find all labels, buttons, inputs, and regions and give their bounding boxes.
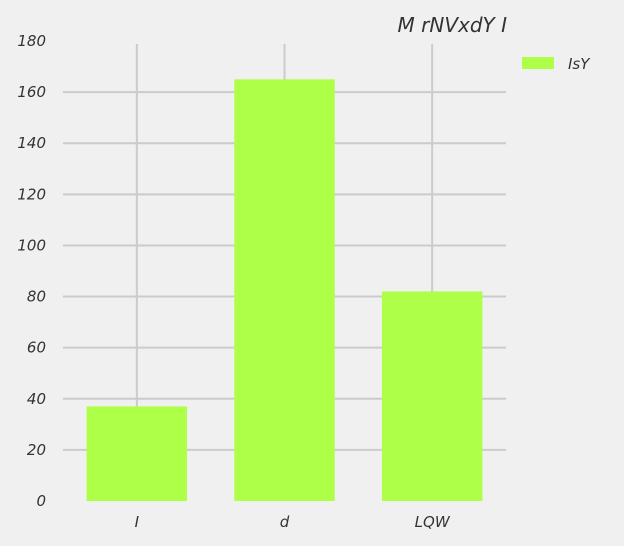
x-tick-label: LQW (415, 513, 451, 531)
y-tick-label: 20 (27, 441, 46, 459)
y-axis-ticks: 0 20 40 60 80 100 120 140 160 180 (17, 32, 46, 510)
y-tick-label: 120 (17, 185, 46, 203)
x-tick-label: d (280, 513, 290, 531)
y-tick-label: 160 (17, 83, 46, 101)
bar (381, 291, 483, 501)
legend-swatch (522, 57, 554, 69)
y-tick-label: 40 (27, 390, 46, 408)
y-tick-label: 80 (27, 288, 46, 306)
y-tick-label: 0 (36, 492, 46, 510)
legend-label: IsY (568, 55, 591, 73)
y-tick-label: 100 (17, 236, 46, 254)
legend: IsY (522, 55, 591, 73)
chart-title: M rNVxdY I (398, 13, 508, 37)
bars (86, 79, 483, 501)
y-tick-label: 180 (17, 32, 46, 50)
x-tick-label: I (135, 513, 140, 531)
bar (234, 79, 335, 501)
bar (86, 406, 188, 501)
y-tick-label: 60 (27, 339, 46, 357)
y-tick-label: 140 (17, 134, 46, 152)
